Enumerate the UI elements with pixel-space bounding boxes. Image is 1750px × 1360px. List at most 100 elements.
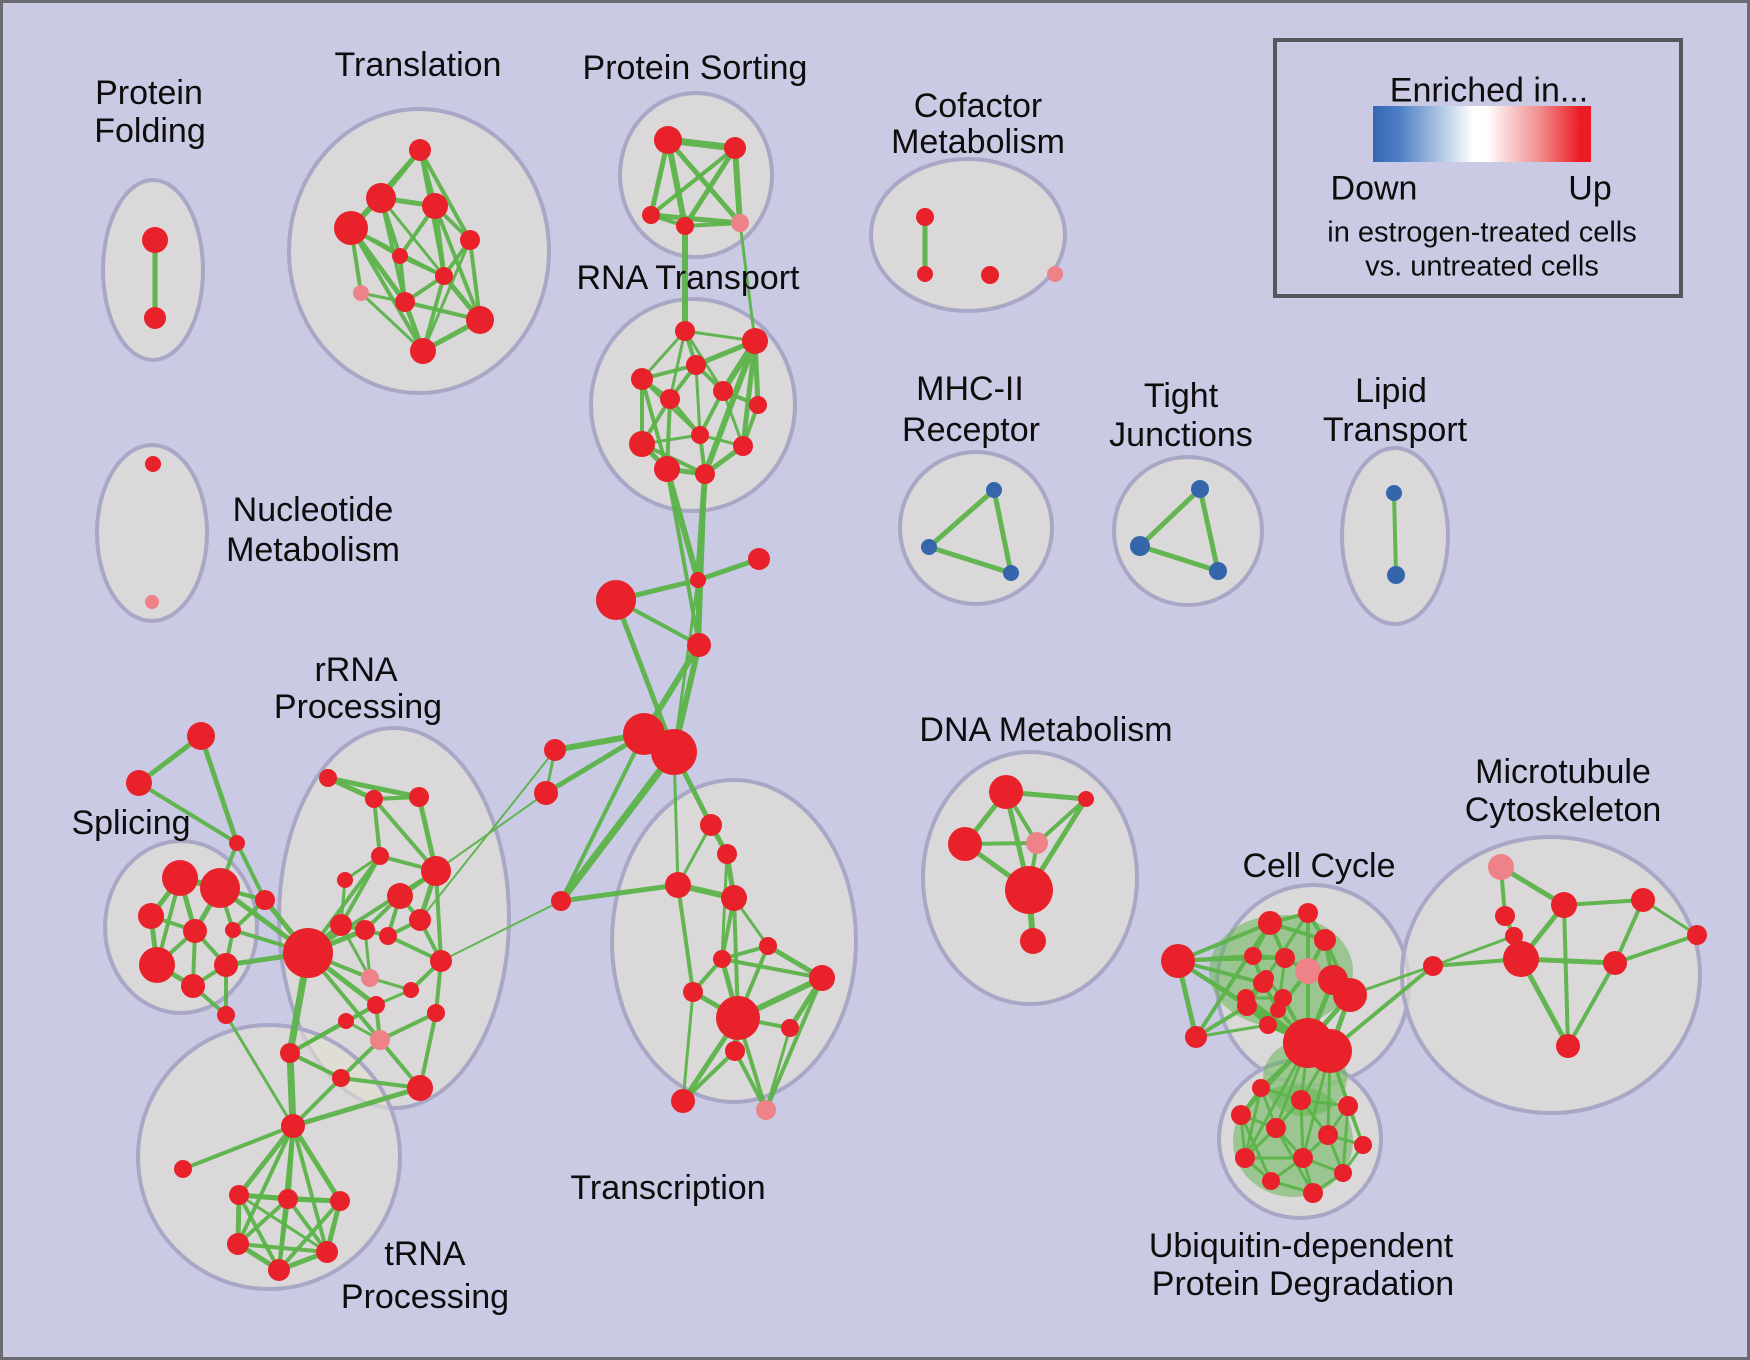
- edge: [665, 137, 688, 229]
- cluster-label-transcription: Transcription: [570, 1169, 765, 1207]
- gene-set-node-102: [921, 539, 937, 555]
- gene-set-node-142: [1687, 925, 1707, 945]
- gene-set-node-41: [665, 872, 691, 898]
- gene-set-node-103: [1003, 565, 1019, 581]
- cluster-label-ubiquitin-2: Protein Degradation: [1152, 1265, 1454, 1303]
- edge: [198, 733, 240, 846]
- gene-set-node-31: [690, 572, 706, 588]
- cluster-label-microtubule-2: Cytoskeleton: [1465, 791, 1662, 829]
- gene-set-node-129: [1274, 989, 1292, 1007]
- gene-set-node-88: [229, 835, 245, 851]
- gene-set-node-6: [460, 230, 480, 250]
- gene-set-node-150: [1354, 1136, 1372, 1154]
- edge: [681, 990, 695, 1103]
- gene-set-node-7: [392, 248, 408, 264]
- legend-subtitle-line1: in estrogen-treated cells: [1327, 216, 1637, 249]
- gene-set-node-72: [407, 1075, 433, 1101]
- edge: [1613, 933, 1699, 965]
- gene-set-node-24: [749, 396, 767, 414]
- edge: [339, 854, 382, 927]
- edge: [1264, 911, 1310, 980]
- gene-set-node-63: [409, 909, 431, 931]
- legend-box: Enriched in... Down Up in estrogen-treat…: [1273, 38, 1683, 298]
- edge: [1566, 961, 1617, 1048]
- edge: [277, 1199, 342, 1272]
- gene-set-node-149: [1318, 1125, 1338, 1145]
- gene-set-node-93: [316, 1241, 338, 1263]
- edge: [1137, 486, 1203, 549]
- gene-set-node-139: [1505, 927, 1523, 945]
- edge: [1194, 1023, 1270, 1039]
- cluster-label-translation: Translation: [335, 46, 502, 84]
- edge: [237, 1193, 281, 1272]
- edge: [372, 797, 438, 873]
- edge: [738, 221, 757, 343]
- gene-set-node-83: [255, 890, 275, 910]
- cluster-label-lipid-2: Transport: [1323, 411, 1468, 449]
- gene-set-node-56: [371, 847, 389, 865]
- gene-set-node-18: [675, 321, 695, 341]
- edge: [1194, 921, 1272, 1039]
- cluster-ellipse-mhc-ii-receptor: [898, 450, 1054, 606]
- gene-set-node-19: [742, 328, 768, 354]
- edge: [235, 841, 267, 902]
- cluster-label-splicing: Splicing: [71, 804, 190, 842]
- cluster-label-trna-2: Processing: [341, 1278, 509, 1316]
- gene-set-node-141: [1603, 951, 1627, 975]
- gene-set-node-113: [1005, 866, 1053, 914]
- gene-set-node-14: [724, 137, 746, 159]
- gene-set-node-26: [629, 431, 655, 457]
- cluster-label-tight-junctions-2: Junctions: [1109, 416, 1253, 454]
- gene-set-node-91: [330, 1191, 350, 1211]
- gene-set-node-105: [1130, 536, 1150, 556]
- gene-set-node-12: [410, 338, 436, 364]
- gene-set-node-0: [142, 227, 168, 253]
- gene-set-node-53: [319, 769, 337, 787]
- gene-set-node-92: [227, 1233, 249, 1255]
- cluster-label-rrna-1: rRNA: [314, 651, 397, 689]
- cluster-label-rrna-2: Processing: [274, 688, 442, 726]
- gene-set-node-21: [631, 368, 653, 390]
- edge: [676, 883, 695, 994]
- cluster-label-dna-metabolism: DNA Metabolism: [919, 711, 1172, 749]
- gene-set-node-28: [654, 456, 680, 482]
- edge: [378, 1011, 438, 1042]
- cluster-label-microtubule-1: Microtubule: [1475, 753, 1651, 791]
- edge: [764, 1026, 792, 1112]
- cluster-label-nucleotide-1: Nucleotide: [233, 491, 394, 529]
- gene-set-node-82: [214, 953, 238, 977]
- cluster-label-protein-folding-2: Folding: [94, 112, 206, 150]
- gene-set-node-89: [229, 1185, 249, 1205]
- gene-set-node-145: [1291, 1090, 1311, 1110]
- edge: [236, 1123, 296, 1198]
- edge: [349, 226, 425, 353]
- gene-set-node-69: [427, 1004, 445, 1022]
- edge: [733, 1049, 768, 1112]
- edge: [557, 748, 678, 905]
- gene-set-node-121: [1295, 958, 1321, 984]
- cluster-label-ubiquitin-1: Ubiquitin-dependent: [1149, 1227, 1454, 1265]
- cluster-label-cofactor-2: Metabolism: [891, 123, 1065, 161]
- edge: [740, 338, 758, 449]
- gene-set-node-120: [1275, 948, 1295, 968]
- cluster-ellipse-tight-junctions: [1112, 455, 1264, 607]
- gene-set-node-112: [1026, 832, 1048, 854]
- gene-set-node-107: [1386, 485, 1402, 501]
- gene-set-node-58: [337, 872, 353, 888]
- cluster-label-mhc-1: MHC-II: [916, 370, 1024, 408]
- gene-set-node-90: [278, 1189, 298, 1209]
- gene-set-node-75: [162, 860, 198, 896]
- gene-set-node-57: [421, 856, 451, 886]
- gene-set-node-79: [225, 922, 241, 938]
- gene-set-node-74: [281, 1114, 305, 1138]
- edge: [372, 797, 382, 858]
- gene-set-node-49: [725, 1041, 745, 1061]
- gene-set-node-13: [654, 126, 682, 154]
- legend-down-label: Down: [1330, 169, 1418, 208]
- edge: [559, 732, 646, 903]
- gene-set-node-135: [1488, 854, 1514, 880]
- gene-set-node-71: [332, 1069, 350, 1087]
- gene-set-node-119: [1244, 947, 1262, 965]
- gene-set-node-47: [716, 996, 760, 1040]
